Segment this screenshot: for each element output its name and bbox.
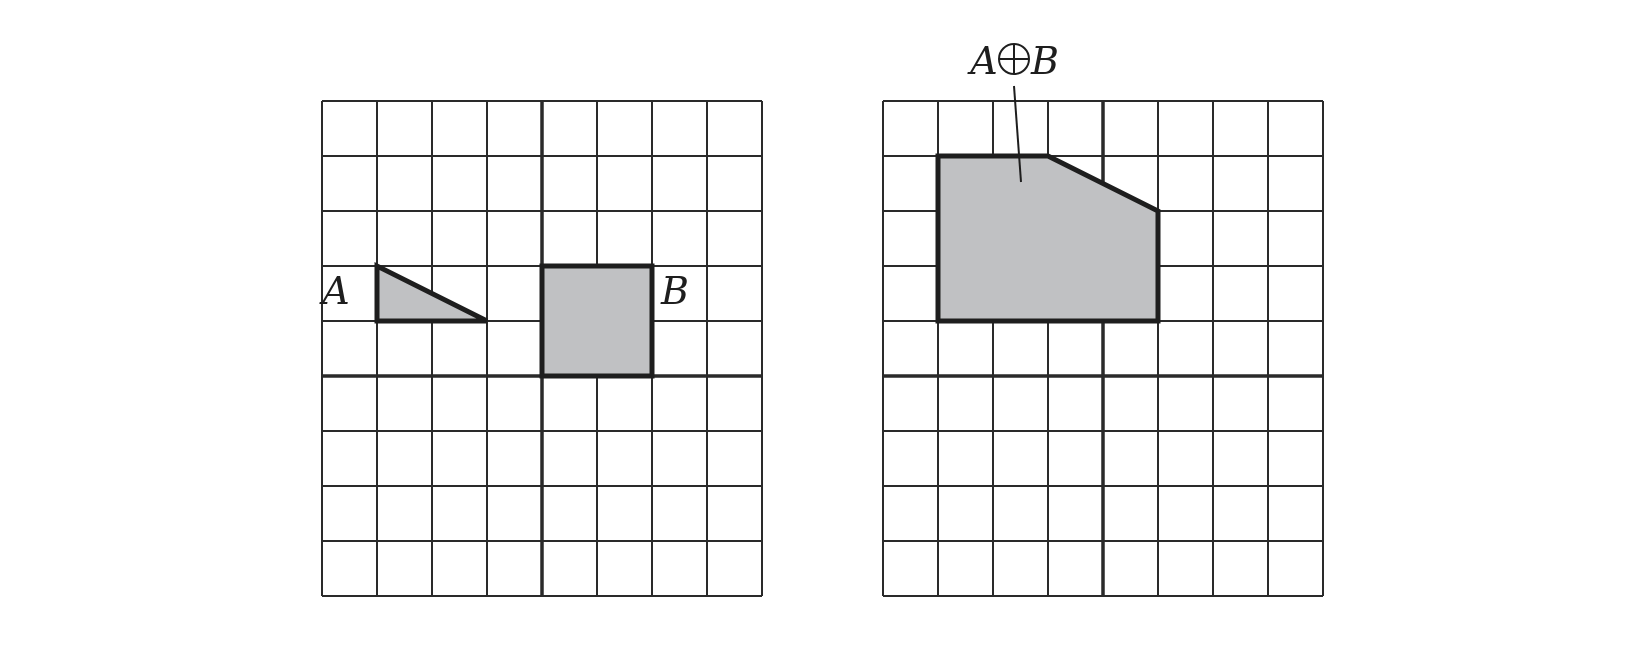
result-label-a: A <box>967 39 997 83</box>
result-label-b: B <box>1030 39 1059 83</box>
left-shapes <box>374 261 655 379</box>
label-b: B <box>660 269 689 313</box>
shape-b <box>539 263 655 379</box>
result-shape <box>935 153 1161 324</box>
oplus-icon <box>998 43 1030 75</box>
label-a: A <box>319 269 349 313</box>
shape-a <box>374 261 489 324</box>
result-label: A B <box>967 39 1059 83</box>
leader-line <box>1013 85 1022 183</box>
